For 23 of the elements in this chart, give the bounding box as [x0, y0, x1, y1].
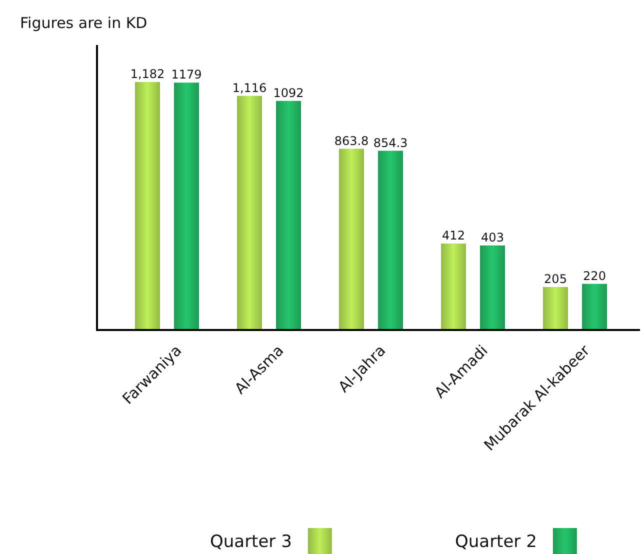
y-axis-title: Figures are in KD	[20, 14, 148, 32]
bar	[276, 100, 301, 330]
bar	[582, 284, 607, 330]
bar	[441, 244, 466, 330]
bar	[339, 148, 364, 330]
data-label: 412	[442, 228, 465, 243]
bar	[135, 82, 160, 330]
legend-label: Quarter 3	[210, 532, 292, 552]
bar	[480, 245, 505, 330]
data-label: 1,182	[130, 67, 165, 81]
legend-label: Quarter 2	[455, 532, 537, 552]
bar	[543, 286, 568, 330]
data-label: 1,116	[232, 80, 267, 95]
data-label: 403	[481, 230, 504, 244]
data-label: 220	[583, 268, 606, 283]
bar	[174, 82, 199, 330]
data-label: 205	[544, 272, 567, 286]
data-label: 854.3	[373, 136, 408, 150]
data-label: 863.8	[334, 134, 369, 148]
bar	[378, 150, 403, 330]
data-label: 1179	[171, 68, 202, 82]
data-label: 1092	[273, 86, 304, 100]
bar	[237, 96, 262, 330]
